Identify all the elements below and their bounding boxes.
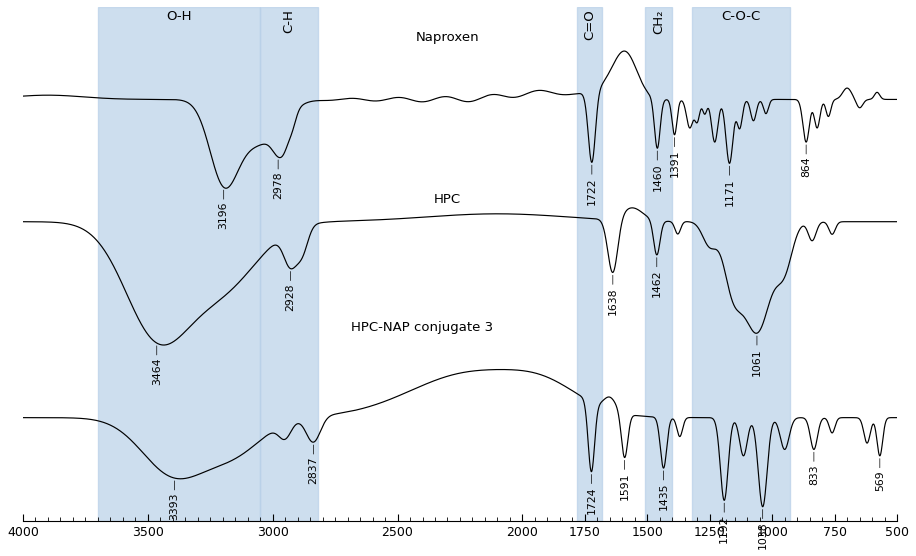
Text: 864: 864 xyxy=(802,157,812,177)
Text: 1638: 1638 xyxy=(608,287,617,315)
Text: 1038: 1038 xyxy=(758,522,768,549)
Text: 1435: 1435 xyxy=(659,483,669,510)
Text: C=O: C=O xyxy=(583,9,596,40)
Bar xyxy=(645,7,672,522)
Text: C-O-C: C-O-C xyxy=(721,9,760,22)
Text: 833: 833 xyxy=(809,464,819,485)
Text: 1724: 1724 xyxy=(586,486,596,514)
Text: HPC: HPC xyxy=(434,193,461,206)
Text: 1722: 1722 xyxy=(587,177,597,205)
Text: 1192: 1192 xyxy=(719,515,729,543)
Text: 3464: 3464 xyxy=(152,358,162,385)
Text: 2837: 2837 xyxy=(309,457,319,484)
Text: 1061: 1061 xyxy=(752,348,762,375)
Text: O-H: O-H xyxy=(166,9,191,22)
Text: Naproxen: Naproxen xyxy=(416,32,479,44)
Text: 569: 569 xyxy=(875,470,885,491)
Text: 1462: 1462 xyxy=(652,270,661,297)
Text: 1460: 1460 xyxy=(652,163,662,191)
Bar xyxy=(98,7,260,522)
Text: CH₂: CH₂ xyxy=(652,9,665,34)
Text: 2978: 2978 xyxy=(273,172,283,199)
Text: HPC-NAP conjugate 3: HPC-NAP conjugate 3 xyxy=(352,321,494,334)
Text: C-H: C-H xyxy=(282,9,295,33)
Bar xyxy=(692,7,790,522)
Text: 3196: 3196 xyxy=(219,202,229,230)
Bar xyxy=(577,7,603,522)
Text: 1391: 1391 xyxy=(670,150,680,177)
Text: 1591: 1591 xyxy=(619,472,629,500)
Text: 1171: 1171 xyxy=(725,178,735,206)
Text: 2928: 2928 xyxy=(286,284,296,311)
Bar xyxy=(260,7,318,522)
Text: 3393: 3393 xyxy=(169,493,180,520)
